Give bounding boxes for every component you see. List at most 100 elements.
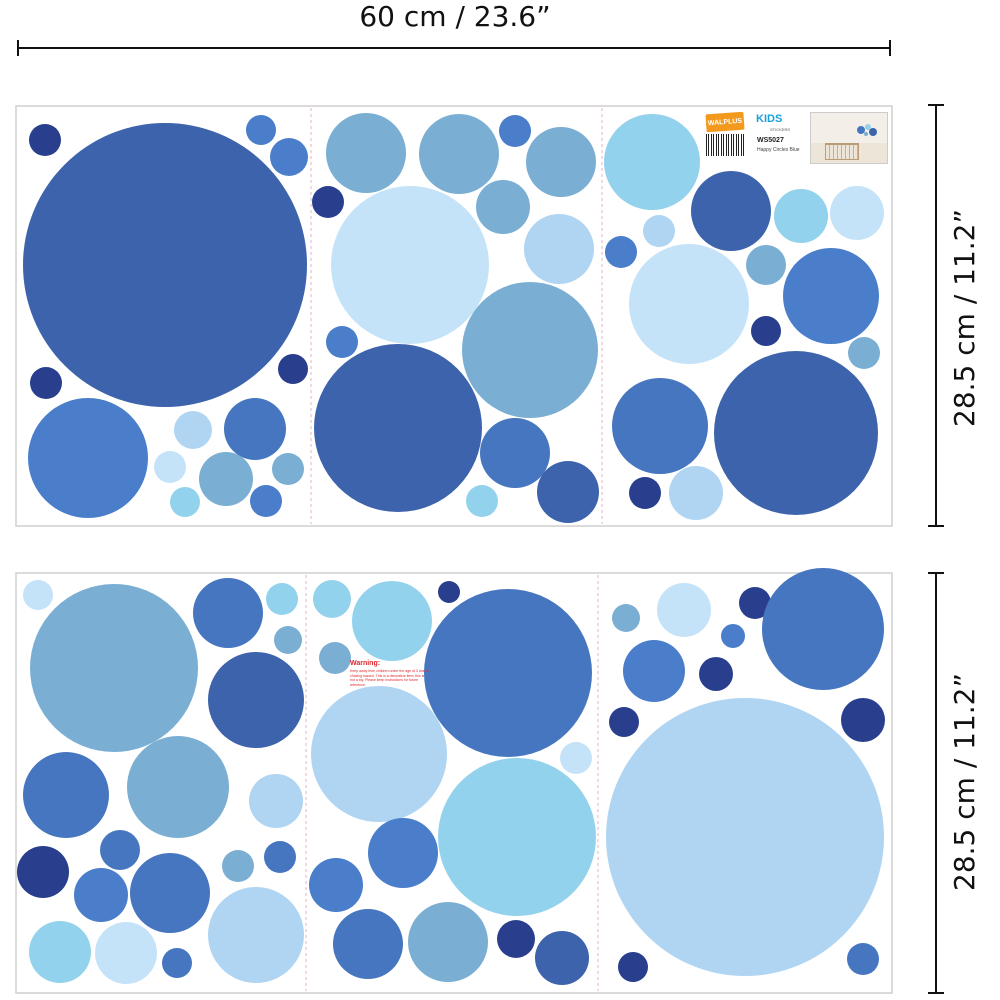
- circle-sticker: [612, 604, 640, 632]
- circle-sticker: [272, 453, 304, 485]
- circle-sticker: [751, 316, 781, 346]
- circle-sticker: [629, 477, 661, 509]
- circle-sticker: [438, 758, 596, 916]
- circle-sticker: [313, 580, 351, 618]
- circle-sticker: [604, 114, 700, 210]
- circle-sticker: [669, 466, 723, 520]
- circle-sticker: [266, 583, 298, 615]
- circle-sticker: [246, 115, 276, 145]
- product-sku: WS5027: [757, 137, 784, 144]
- circle-sticker: [847, 943, 879, 975]
- circle-sticker: [746, 245, 786, 285]
- circle-sticker: [424, 589, 592, 757]
- circle-sticker: [23, 580, 53, 610]
- circle-sticker: [100, 830, 140, 870]
- circle-sticker: [23, 123, 307, 407]
- circle-sticker: [841, 698, 885, 742]
- circle-sticker: [657, 583, 711, 637]
- circle-sticker: [526, 127, 596, 197]
- circle-sticker: [174, 411, 212, 449]
- circle-sticker: [264, 841, 296, 873]
- circle-sticker: [127, 736, 229, 838]
- circle-sticker: [830, 186, 884, 240]
- circle-sticker: [162, 948, 192, 978]
- circle-sticker: [609, 707, 639, 737]
- circle-sticker: [524, 214, 594, 284]
- circle-sticker: [848, 337, 880, 369]
- product-name: Happy Circles Blue: [757, 147, 800, 153]
- circle-sticker: [222, 850, 254, 882]
- circle-sticker: [699, 657, 733, 691]
- circle-sticker: [326, 113, 406, 193]
- height-dimension-line-top: [928, 104, 944, 527]
- circle-sticker: [270, 138, 308, 176]
- warning-text: Keep away from children under the age of…: [350, 669, 429, 687]
- circle-sticker: [629, 244, 749, 364]
- circle-sticker: [29, 921, 91, 983]
- circle-sticker: [612, 378, 708, 474]
- height-dimension-label-bottom: 28.5 cm / 11.2”: [948, 673, 981, 891]
- height-dimension-label-top: 28.5 cm / 11.2”: [948, 209, 981, 427]
- circle-sticker: [774, 189, 828, 243]
- circle-sticker: [739, 587, 771, 619]
- circle-sticker: [17, 846, 69, 898]
- brand-logo: WALPLUS: [705, 111, 745, 133]
- circle-sticker: [714, 351, 878, 515]
- circle-sticker: [535, 931, 589, 985]
- height-dimension-line-bottom: [928, 572, 944, 994]
- circle-sticker: [170, 487, 200, 517]
- circle-sticker: [208, 887, 304, 983]
- circle-sticker: [28, 398, 148, 518]
- circle-sticker: [309, 858, 363, 912]
- circle-sticker: [497, 920, 535, 958]
- circle-sticker: [721, 624, 745, 648]
- circle-sticker: [274, 626, 302, 654]
- circle-sticker: [208, 652, 304, 748]
- circle-sticker: [537, 461, 599, 523]
- circle-sticker: [499, 115, 531, 147]
- kids-logo-subtitle: STICKERS: [770, 127, 791, 132]
- circle-sticker: [331, 186, 489, 344]
- kids-logo: KIDS: [756, 113, 783, 125]
- circle-sticker: [408, 902, 488, 982]
- circle-sticker: [29, 124, 61, 156]
- barcode: [706, 134, 746, 156]
- circle-sticker: [319, 642, 351, 674]
- circle-sticker: [278, 354, 308, 384]
- circle-sticker: [560, 742, 592, 774]
- width-dimension-label: 60 cm / 23.6”: [359, 0, 551, 33]
- circle-sticker: [74, 868, 128, 922]
- circle-sticker: [199, 452, 253, 506]
- circle-sticker: [249, 774, 303, 828]
- circle-sticker: [311, 686, 447, 822]
- circle-sticker: [314, 344, 482, 512]
- circle-sticker: [691, 171, 771, 251]
- circle-sticker: [130, 853, 210, 933]
- circle-sticker: [368, 818, 438, 888]
- circle-sticker: [643, 215, 675, 247]
- circle-sticker: [193, 578, 263, 648]
- circle-sticker: [480, 418, 550, 488]
- circle-sticker: [623, 640, 685, 702]
- circle-sticker: [224, 398, 286, 460]
- width-dimension-line: [17, 40, 891, 56]
- room-preview-thumbnail: [810, 112, 888, 164]
- circle-sticker: [352, 581, 432, 661]
- circle-sticker: [462, 282, 598, 418]
- circle-sticker: [438, 581, 460, 603]
- warning-title: Warning:: [350, 660, 381, 667]
- circle-stickers: [17, 113, 885, 985]
- circle-sticker: [312, 186, 344, 218]
- circle-sticker: [250, 485, 282, 517]
- circle-sticker: [618, 952, 648, 982]
- circle-sticker: [762, 568, 884, 690]
- circle-sticker: [23, 752, 109, 838]
- circle-sticker: [476, 180, 530, 234]
- circle-sticker: [606, 698, 884, 976]
- circle-sticker: [783, 248, 879, 344]
- circle-sticker: [326, 326, 358, 358]
- circle-sticker: [333, 909, 403, 979]
- circle-sticker: [466, 485, 498, 517]
- circle-sticker: [605, 236, 637, 268]
